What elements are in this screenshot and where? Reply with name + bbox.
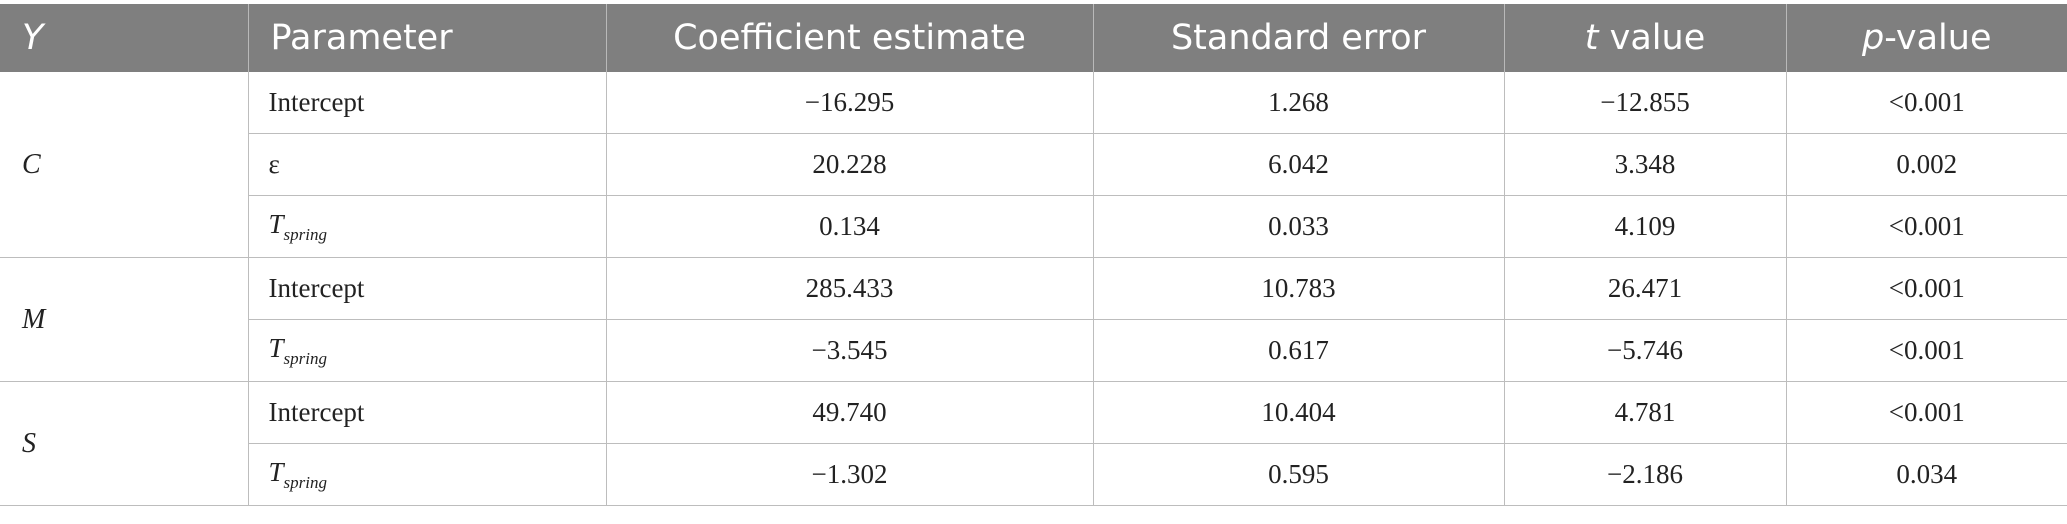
t-cell: −12.855	[1504, 72, 1787, 134]
p-cell: <0.001	[1786, 72, 2067, 134]
p-cell: <0.001	[1786, 381, 2067, 444]
table-row: Tspring −3.545 0.617 −5.746 <0.001	[0, 319, 2067, 382]
coef-cell: 285.433	[606, 257, 1094, 320]
header-parameter: Parameter	[248, 4, 607, 72]
table-row: M Intercept 285.433 10.783 26.471 <0.001	[0, 257, 2067, 382]
table-header-row: Y Parameter Coefficient estimate Standar…	[0, 4, 2067, 72]
se-cell: 6.042	[1093, 133, 1505, 196]
parameter-subscript: spring	[283, 348, 327, 368]
parameter-cell: Intercept	[248, 381, 607, 444]
group-label-s: S	[0, 381, 249, 506]
header-t-italic: t	[1584, 18, 1599, 58]
parameter-cell: Tspring	[248, 319, 607, 382]
header-coefficient-estimate: Coefficient estimate	[606, 4, 1094, 72]
table-row: ε 20.228 6.042 3.348 0.002	[0, 133, 2067, 196]
p-cell: 0.034	[1786, 443, 2067, 506]
table-row: C Intercept −16.295 1.268 −12.855 <0.001	[0, 72, 2067, 258]
se-cell: 10.783	[1093, 257, 1505, 320]
t-cell: 4.109	[1504, 195, 1787, 258]
p-cell: 0.002	[1786, 133, 2067, 196]
regression-table-container: Y Parameter Coefficient estimate Standar…	[0, 4, 2067, 506]
table-row: S Intercept 49.740 10.404 4.781 <0.001	[0, 381, 2067, 506]
se-cell: 10.404	[1093, 381, 1505, 444]
parameter-main: T	[268, 456, 284, 487]
p-cell: <0.001	[1786, 319, 2067, 382]
group-label-m: M	[0, 257, 249, 382]
table-row: Tspring −1.302 0.595 −2.186 0.034	[0, 443, 2067, 506]
t-cell: 3.348	[1504, 133, 1787, 196]
parameter-main: T	[268, 332, 284, 363]
coef-cell: −16.295	[606, 72, 1094, 134]
se-cell: 0.033	[1093, 195, 1505, 258]
t-cell: −5.746	[1504, 319, 1787, 382]
parameter-subscript: spring	[283, 224, 327, 244]
parameter-main: T	[268, 208, 284, 239]
header-y: Y	[0, 4, 249, 72]
p-cell: <0.001	[1786, 257, 2067, 320]
parameter-cell: Intercept	[248, 257, 607, 320]
header-t-rest: value	[1598, 18, 1706, 58]
group-label-c: C	[0, 72, 249, 258]
parameter-cell: ε	[248, 133, 607, 196]
parameter-cell: Tspring	[248, 195, 607, 258]
t-cell: −2.186	[1504, 443, 1787, 506]
parameter-cell: Intercept	[248, 72, 607, 134]
header-t-value: t value	[1504, 4, 1787, 72]
se-cell: 0.595	[1093, 443, 1505, 506]
se-cell: 1.268	[1093, 72, 1505, 134]
header-p-rest: -value	[1884, 18, 1992, 58]
coef-cell: 49.740	[606, 381, 1094, 444]
header-p-italic: p	[1861, 18, 1885, 58]
coef-cell: 0.134	[606, 195, 1094, 258]
header-y-label: Y	[22, 18, 44, 58]
parameter-cell: Tspring	[248, 443, 607, 506]
p-cell: <0.001	[1786, 195, 2067, 258]
header-standard-error: Standard error	[1093, 4, 1505, 72]
coef-cell: −1.302	[606, 443, 1094, 506]
table-row: Tspring 0.134 0.033 4.109 <0.001	[0, 195, 2067, 258]
se-cell: 0.617	[1093, 319, 1505, 382]
coef-cell: 20.228	[606, 133, 1094, 196]
parameter-subscript: spring	[283, 472, 327, 492]
regression-table: Y Parameter Coefficient estimate Standar…	[0, 4, 2067, 506]
header-p-value: p-value	[1786, 4, 2067, 72]
coef-cell: −3.545	[606, 319, 1094, 382]
t-cell: 4.781	[1504, 381, 1787, 444]
t-cell: 26.471	[1504, 257, 1787, 320]
